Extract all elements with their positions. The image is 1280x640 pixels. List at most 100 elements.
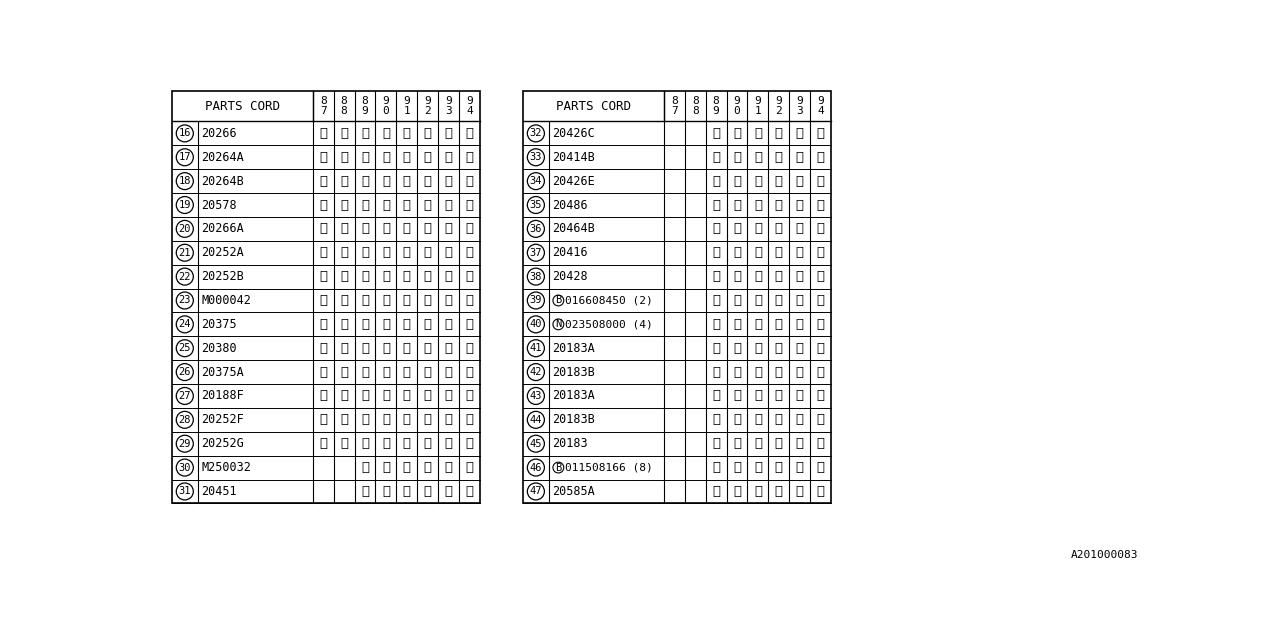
Text: ※: ※ (466, 198, 474, 211)
Text: ※: ※ (444, 318, 453, 331)
Text: 20266A: 20266A (201, 222, 243, 236)
Text: ※: ※ (361, 270, 369, 283)
Text: 44: 44 (530, 415, 543, 425)
Text: ※: ※ (403, 461, 411, 474)
Text: ※: ※ (403, 485, 411, 498)
Text: ※: ※ (319, 270, 328, 283)
Text: ※: ※ (466, 437, 474, 450)
Text: ※: ※ (319, 437, 328, 450)
Text: 3: 3 (796, 106, 803, 116)
Text: ※: ※ (444, 365, 453, 379)
Text: ※: ※ (754, 127, 762, 140)
Text: 20578: 20578 (201, 198, 237, 211)
Text: ※: ※ (381, 294, 390, 307)
Text: ※: ※ (712, 390, 721, 403)
Text: ※: ※ (466, 318, 474, 331)
Text: ※: ※ (403, 222, 411, 236)
Text: 016608450 (2): 016608450 (2) (566, 296, 653, 305)
Bar (522, 91, 831, 504)
Text: ※: ※ (444, 151, 453, 164)
Text: ※: ※ (817, 413, 824, 426)
Text: ※: ※ (361, 151, 369, 164)
Text: 8: 8 (340, 97, 347, 106)
Text: PARTS CORD: PARTS CORD (205, 100, 279, 113)
Text: ※: ※ (444, 461, 453, 474)
Text: 22: 22 (178, 271, 191, 282)
Text: ※: ※ (444, 246, 453, 259)
Text: 34: 34 (530, 176, 543, 186)
Text: 0: 0 (733, 106, 740, 116)
Text: ※: ※ (381, 246, 390, 259)
Text: ※: ※ (817, 485, 824, 498)
Text: 16: 16 (178, 129, 191, 138)
Text: ※: ※ (817, 270, 824, 283)
Text: 33: 33 (530, 152, 543, 163)
Text: ※: ※ (796, 342, 804, 355)
Text: 45: 45 (530, 438, 543, 449)
Text: ※: ※ (444, 127, 453, 140)
Text: ※: ※ (466, 342, 474, 355)
Text: ※: ※ (466, 461, 474, 474)
Text: 8: 8 (362, 97, 369, 106)
Text: ※: ※ (796, 413, 804, 426)
Text: 8: 8 (713, 97, 719, 106)
Text: B: B (556, 296, 562, 305)
Text: ※: ※ (712, 318, 721, 331)
Text: ※: ※ (754, 270, 762, 283)
Text: ※: ※ (817, 318, 824, 331)
Text: 23: 23 (178, 296, 191, 305)
Text: ※: ※ (403, 342, 411, 355)
Text: ※: ※ (754, 413, 762, 426)
Text: ※: ※ (712, 222, 721, 236)
Text: ※: ※ (361, 461, 369, 474)
Text: ※: ※ (361, 246, 369, 259)
Text: ※: ※ (466, 413, 474, 426)
Text: ※: ※ (424, 390, 431, 403)
Text: ※: ※ (733, 390, 741, 403)
Text: ※: ※ (796, 294, 804, 307)
Text: 21: 21 (178, 248, 191, 258)
Text: ※: ※ (796, 246, 804, 259)
Text: ※: ※ (319, 413, 328, 426)
Text: 28: 28 (178, 415, 191, 425)
Text: ※: ※ (319, 365, 328, 379)
Text: 20264A: 20264A (201, 151, 243, 164)
Bar (172, 91, 480, 504)
Text: ※: ※ (774, 461, 783, 474)
Text: 20451: 20451 (201, 485, 237, 498)
Text: ※: ※ (712, 175, 721, 188)
Text: 20252G: 20252G (201, 437, 243, 450)
Text: 9: 9 (796, 97, 803, 106)
Text: ※: ※ (444, 413, 453, 426)
Text: ※: ※ (361, 342, 369, 355)
Text: 35: 35 (530, 200, 543, 210)
Text: ※: ※ (403, 437, 411, 450)
Text: ※: ※ (712, 270, 721, 283)
Text: 9: 9 (383, 97, 389, 106)
Text: ※: ※ (444, 437, 453, 450)
Text: ※: ※ (754, 151, 762, 164)
Text: ※: ※ (817, 198, 824, 211)
Text: ※: ※ (340, 175, 348, 188)
Text: 38: 38 (530, 271, 543, 282)
Text: 26: 26 (178, 367, 191, 377)
Text: ※: ※ (817, 246, 824, 259)
Text: 20414B: 20414B (552, 151, 595, 164)
Text: 9: 9 (403, 97, 410, 106)
Text: ※: ※ (381, 461, 390, 474)
Text: ※: ※ (361, 198, 369, 211)
Text: ※: ※ (381, 485, 390, 498)
Text: ※: ※ (774, 413, 783, 426)
Text: ※: ※ (319, 222, 328, 236)
Text: ※: ※ (403, 318, 411, 331)
Text: 8: 8 (691, 97, 699, 106)
Text: ※: ※ (796, 365, 804, 379)
Text: ※: ※ (381, 413, 390, 426)
Text: ※: ※ (733, 246, 741, 259)
Text: ※: ※ (774, 270, 783, 283)
Text: ※: ※ (796, 270, 804, 283)
Text: ※: ※ (444, 342, 453, 355)
Text: PARTS CORD: PARTS CORD (556, 100, 631, 113)
Text: ※: ※ (403, 175, 411, 188)
Text: ※: ※ (817, 390, 824, 403)
